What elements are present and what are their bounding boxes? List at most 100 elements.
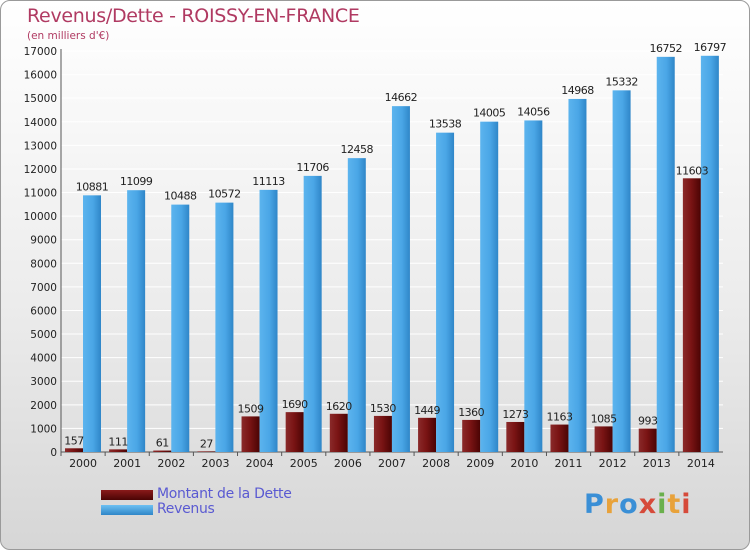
y-tick-label: 10000 <box>24 211 57 223</box>
bar-revenus <box>303 175 322 453</box>
bar-revenus <box>391 106 410 452</box>
value-label-dette: 1273 <box>502 408 528 421</box>
value-label-dette: 1509 <box>238 402 264 415</box>
value-label-dette: 993 <box>638 415 658 428</box>
proxiti-logo: Proxiti <box>584 489 692 520</box>
bar-dette <box>418 417 437 452</box>
logo-letter: t <box>667 489 682 520</box>
x-tick-label: 2003 <box>201 457 229 470</box>
x-tick-labels: 2000 2001 2002 2003 2004 2005 2006 2007 2008 2009… <box>69 457 715 470</box>
bars <box>65 55 719 453</box>
x-tick-label: 2004 <box>246 457 274 470</box>
bar-dette <box>638 428 657 452</box>
y-tick-label: 8000 <box>30 258 57 270</box>
value-label-revenus: 14662 <box>385 91 418 104</box>
value-label-dette: 1620 <box>326 400 352 413</box>
value-label-revenus: 11099 <box>120 175 153 188</box>
bar-dette <box>329 413 348 452</box>
value-label-revenus: 11113 <box>252 175 285 188</box>
x-tick-label: 2012 <box>599 457 627 470</box>
x-tick-label: 2011 <box>555 457 583 470</box>
y-tick-label: 5000 <box>30 329 57 341</box>
legend-label-revenus: Revenus <box>157 501 215 517</box>
bar-revenus <box>436 132 455 452</box>
logo-letter: i <box>657 489 668 520</box>
y-tick-label: 9000 <box>30 235 57 247</box>
legend-swatch-revenus <box>101 505 153 515</box>
value-label-dette: 1530 <box>370 402 396 415</box>
bar-revenus <box>347 158 366 453</box>
x-tick-label: 2006 <box>334 457 362 470</box>
bar-dette <box>153 450 172 452</box>
bar-dette <box>65 448 83 452</box>
value-label-dette: 27 <box>200 437 213 450</box>
x-tick-label: 2014 <box>687 457 715 470</box>
value-label-dette: 1163 <box>546 411 572 424</box>
bar-dette <box>594 426 613 452</box>
y-tick-label: 11000 <box>24 188 57 200</box>
value-label-dette: 1085 <box>591 412 617 425</box>
x-tick-label: 2013 <box>643 457 671 470</box>
bar-dette <box>285 412 304 452</box>
x-tick-label: 2001 <box>113 457 141 470</box>
bar-revenus <box>215 202 234 452</box>
x-tick-label: 2008 <box>422 457 450 470</box>
bar-dette <box>197 451 216 452</box>
value-label-revenus: 12458 <box>341 143 374 156</box>
bar-revenus <box>524 120 543 453</box>
value-label-dette: 111 <box>108 435 128 448</box>
value-label-revenus: 10881 <box>76 180 109 193</box>
value-label-revenus: 11706 <box>296 161 329 174</box>
bar-dette <box>682 178 701 452</box>
y-tick-label: 3000 <box>30 376 57 388</box>
x-tick-label: 2000 <box>69 457 97 470</box>
bar-revenus <box>83 195 101 452</box>
x-tick-label: 2007 <box>378 457 406 470</box>
bar-revenus <box>612 90 631 452</box>
legend-label-dette: Montant de la Dette <box>157 486 292 502</box>
bar-revenus <box>568 98 587 452</box>
y-tick-label: 0 <box>50 447 57 459</box>
y-tick-label: 15000 <box>24 93 57 105</box>
value-label-dette: 1360 <box>458 406 484 419</box>
y-tick-label: 4000 <box>30 353 57 365</box>
bar-dette <box>241 416 260 452</box>
value-label-revenus: 14056 <box>517 105 550 118</box>
value-label-dette: 157 <box>64 434 84 447</box>
y-tick-label: 17000 <box>24 46 57 58</box>
x-tick-label: 2009 <box>466 457 494 470</box>
value-label-revenus: 16797 <box>694 41 727 54</box>
value-label-revenus: 15332 <box>605 75 638 88</box>
legend-swatch-dette <box>101 490 153 500</box>
bar-revenus <box>656 56 675 452</box>
y-tick-label: 2000 <box>30 400 57 412</box>
bar-revenus <box>700 55 719 452</box>
x-tick-label: 2005 <box>290 457 318 470</box>
logo-letter: o <box>619 489 639 520</box>
value-label-revenus: 16752 <box>649 42 682 55</box>
value-label-revenus: 10488 <box>164 190 197 203</box>
logo-letter: P <box>584 489 605 520</box>
value-label-dette: 61 <box>156 437 169 450</box>
y-tick-label: 16000 <box>24 70 57 82</box>
value-labels: 157 10881 111 11099 61 10488 27 10572 1509 11113 1… <box>64 41 727 451</box>
chart-subtitle: (en milliers d'€) <box>27 30 110 42</box>
x-tick-label: 2010 <box>510 457 538 470</box>
bar-dette <box>373 415 392 452</box>
y-tick-label: 12000 <box>24 164 57 176</box>
x-tick-label: 2002 <box>157 457 185 470</box>
y-tick-label: 14000 <box>24 117 57 129</box>
value-label-dette: 11603 <box>676 164 709 177</box>
value-label-revenus: 13538 <box>429 118 462 131</box>
y-tick-label: 6000 <box>30 305 57 317</box>
bar-revenus <box>127 190 146 452</box>
bar-dette <box>550 424 569 452</box>
y-tick-label: 7000 <box>30 282 57 294</box>
bar-dette <box>506 421 525 452</box>
logo-letter: r <box>604 489 620 520</box>
y-tick-label: 13000 <box>24 140 57 152</box>
logo-letter: i <box>681 489 692 520</box>
y-tick-labels: 0 1000 2000 3000 4000 5000 6000 7000 8000 9000 100… <box>24 46 57 459</box>
